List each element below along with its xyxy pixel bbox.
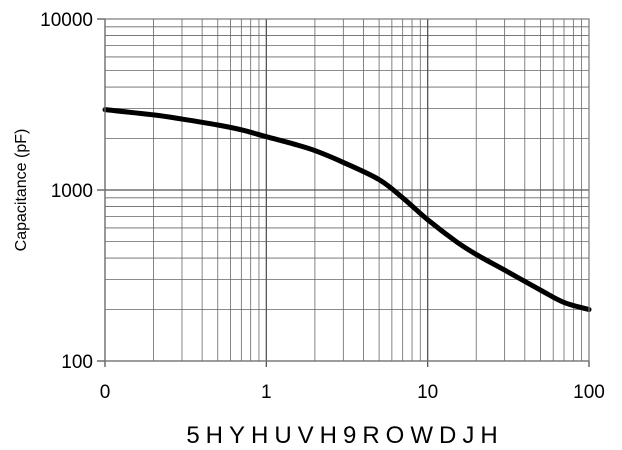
y-tick-label: 10000: [40, 10, 93, 31]
x-tick-label: 10: [417, 382, 438, 403]
series-layer: [102, 107, 592, 313]
y-tick-label: 1000: [51, 181, 93, 202]
x-tick-label: 0: [100, 382, 111, 403]
y-tick-label: 100: [61, 352, 93, 373]
y-axis-label: Capacitance (pF): [13, 129, 30, 252]
y-tick-labels: 100 1000 10000: [40, 10, 93, 373]
plot-frame: [104, 18, 590, 362]
x-tick-labels: 0 1 10 100: [100, 382, 605, 403]
x-tick-label: 100: [573, 382, 605, 403]
series-line: [102, 107, 592, 313]
x-axis-label: 5HYHUVH9ROWDJH: [186, 422, 503, 449]
x-tick-label: 1: [261, 382, 272, 403]
